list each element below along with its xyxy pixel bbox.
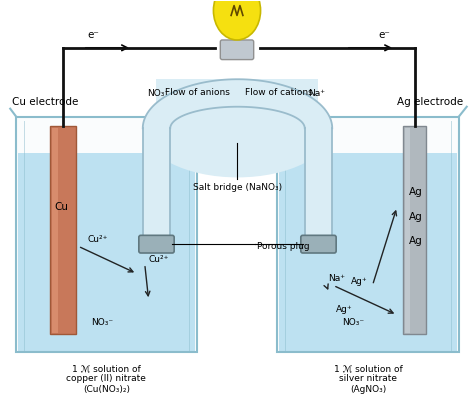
Text: Ag⁺: Ag⁺ <box>336 306 353 314</box>
Text: Ag: Ag <box>409 212 422 222</box>
Text: NO₃⁻: NO₃⁻ <box>342 318 364 327</box>
Text: Porous plug: Porous plug <box>257 242 310 251</box>
Text: Na⁺: Na⁺ <box>328 274 345 284</box>
Text: Cu²⁺: Cu²⁺ <box>88 235 108 244</box>
Text: Flow of cations: Flow of cations <box>246 88 313 97</box>
Bar <box>53 128 58 332</box>
Text: e⁻: e⁻ <box>378 30 390 40</box>
Bar <box>18 153 195 352</box>
Text: Na⁺: Na⁺ <box>308 89 325 99</box>
Ellipse shape <box>143 79 332 177</box>
Text: Flow of anions: Flow of anions <box>165 88 229 97</box>
Text: Ag electrode: Ag electrode <box>397 97 463 107</box>
Text: 1 ℳ solution of
copper (II) nitrate
(Cu(NO₃)₂): 1 ℳ solution of copper (II) nitrate (Cu(… <box>66 364 146 394</box>
Bar <box>279 153 457 352</box>
Bar <box>277 117 459 352</box>
Bar <box>305 124 332 244</box>
FancyBboxPatch shape <box>301 235 336 253</box>
Text: Ag: Ag <box>409 236 422 246</box>
Bar <box>143 124 170 244</box>
Text: 1 ℳ solution of
silver nitrate
(AgNO₃): 1 ℳ solution of silver nitrate (AgNO₃) <box>334 364 402 394</box>
Ellipse shape <box>213 0 261 40</box>
Text: Cu electrode: Cu electrode <box>12 97 79 107</box>
FancyBboxPatch shape <box>220 40 254 60</box>
Text: Cu: Cu <box>54 202 68 212</box>
Bar <box>405 128 410 332</box>
Bar <box>16 117 197 352</box>
Text: NO₃⁻: NO₃⁻ <box>91 318 114 327</box>
FancyBboxPatch shape <box>50 126 76 334</box>
FancyBboxPatch shape <box>139 235 174 253</box>
Text: e⁻: e⁻ <box>88 30 100 40</box>
Text: Salt bridge (NaNO₃): Salt bridge (NaNO₃) <box>193 183 282 192</box>
Text: Ag⁺: Ag⁺ <box>351 277 367 286</box>
Text: Cu²⁺: Cu²⁺ <box>149 255 169 264</box>
FancyBboxPatch shape <box>403 126 427 334</box>
Text: NO₃⁻: NO₃⁻ <box>147 89 170 99</box>
Bar <box>156 79 319 128</box>
Text: Ag: Ag <box>409 187 422 197</box>
